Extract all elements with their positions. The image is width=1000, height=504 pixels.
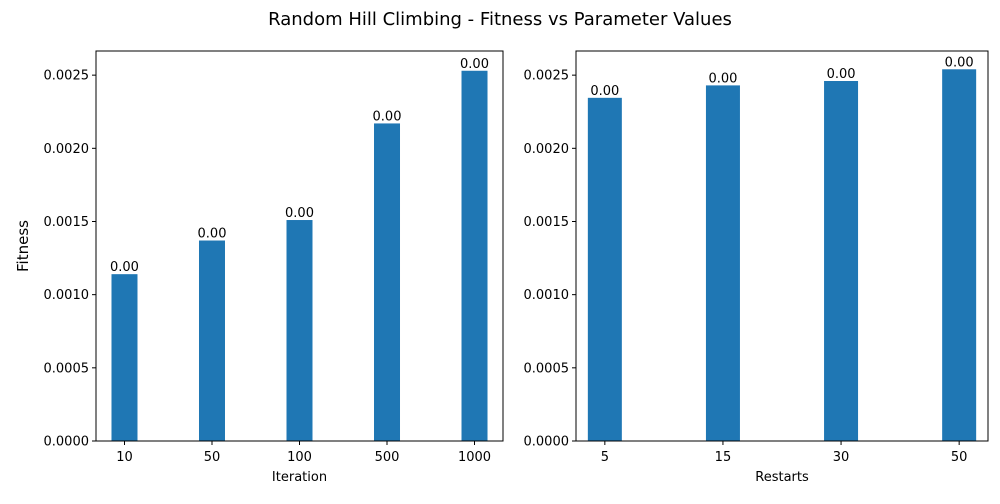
x-tick-label-15: 15 [715,450,732,465]
bar-5 [587,97,622,441]
bar-100 [286,220,313,441]
data-label-50: 0.00 [198,227,227,242]
data-label-15: 0.00 [708,71,737,86]
data-label-10: 0.00 [110,260,139,275]
bar-30 [824,81,859,441]
y-tick-label: 0.0000 [44,435,90,450]
x-tick-label-500: 500 [375,450,400,465]
bar-50 [198,240,225,441]
bar-10 [111,274,138,441]
data-label-1000: 0.00 [460,57,489,72]
y-tick-label: 0.0020 [44,142,90,157]
y-tick-label: 0.0025 [524,69,570,84]
axes-frame [575,50,989,442]
data-label-100: 0.00 [285,206,314,221]
subplot-iteration: 0.00 0.00 0.00 0.00 0.00 0.0000 0.0005 0.0010 0.… [14,50,504,485]
bar-15 [705,85,740,441]
y-tick-label: 0.0015 [44,215,90,230]
bar-50 [942,69,977,441]
subplot-restarts: 0.00 0.00 0.00 0.00 0.0000 0.0005 0.0010 0.0015… [524,50,989,485]
data-label-5: 0.00 [590,84,619,99]
bar-1000 [461,70,488,441]
y-tick-label: 0.0010 [44,288,90,303]
x-tick-label-30: 30 [833,450,850,465]
y-tick-label: 0.0010 [524,288,570,303]
y-tick-label: 0.0020 [524,142,570,157]
bar-500 [374,123,401,441]
y-axis-label: Fitness [14,220,32,272]
chart-suptitle: Random Hill Climbing - Fitness vs Parame… [268,9,732,30]
x-tick-label-5: 5 [601,450,609,465]
x-tick-label-50: 50 [951,450,968,465]
y-tick-label: 0.0005 [524,361,570,376]
data-label-50: 0.00 [945,55,974,70]
y-tick-label: 0.0005 [44,361,90,376]
y-tick-label: 0.0025 [44,69,90,84]
y-tick-label: 0.0015 [524,215,570,230]
x-tick-label-100: 100 [287,450,312,465]
y-tick-label: 0.0000 [524,435,570,450]
data-label-30: 0.00 [827,67,856,82]
x-axis-label: Restarts [755,470,809,485]
x-tick-label-50: 50 [204,450,221,465]
x-axis-label: Iteration [272,470,327,485]
x-tick-label-1000: 1000 [458,450,491,465]
x-tick-label-10: 10 [116,450,133,465]
data-label-500: 0.00 [373,109,402,124]
